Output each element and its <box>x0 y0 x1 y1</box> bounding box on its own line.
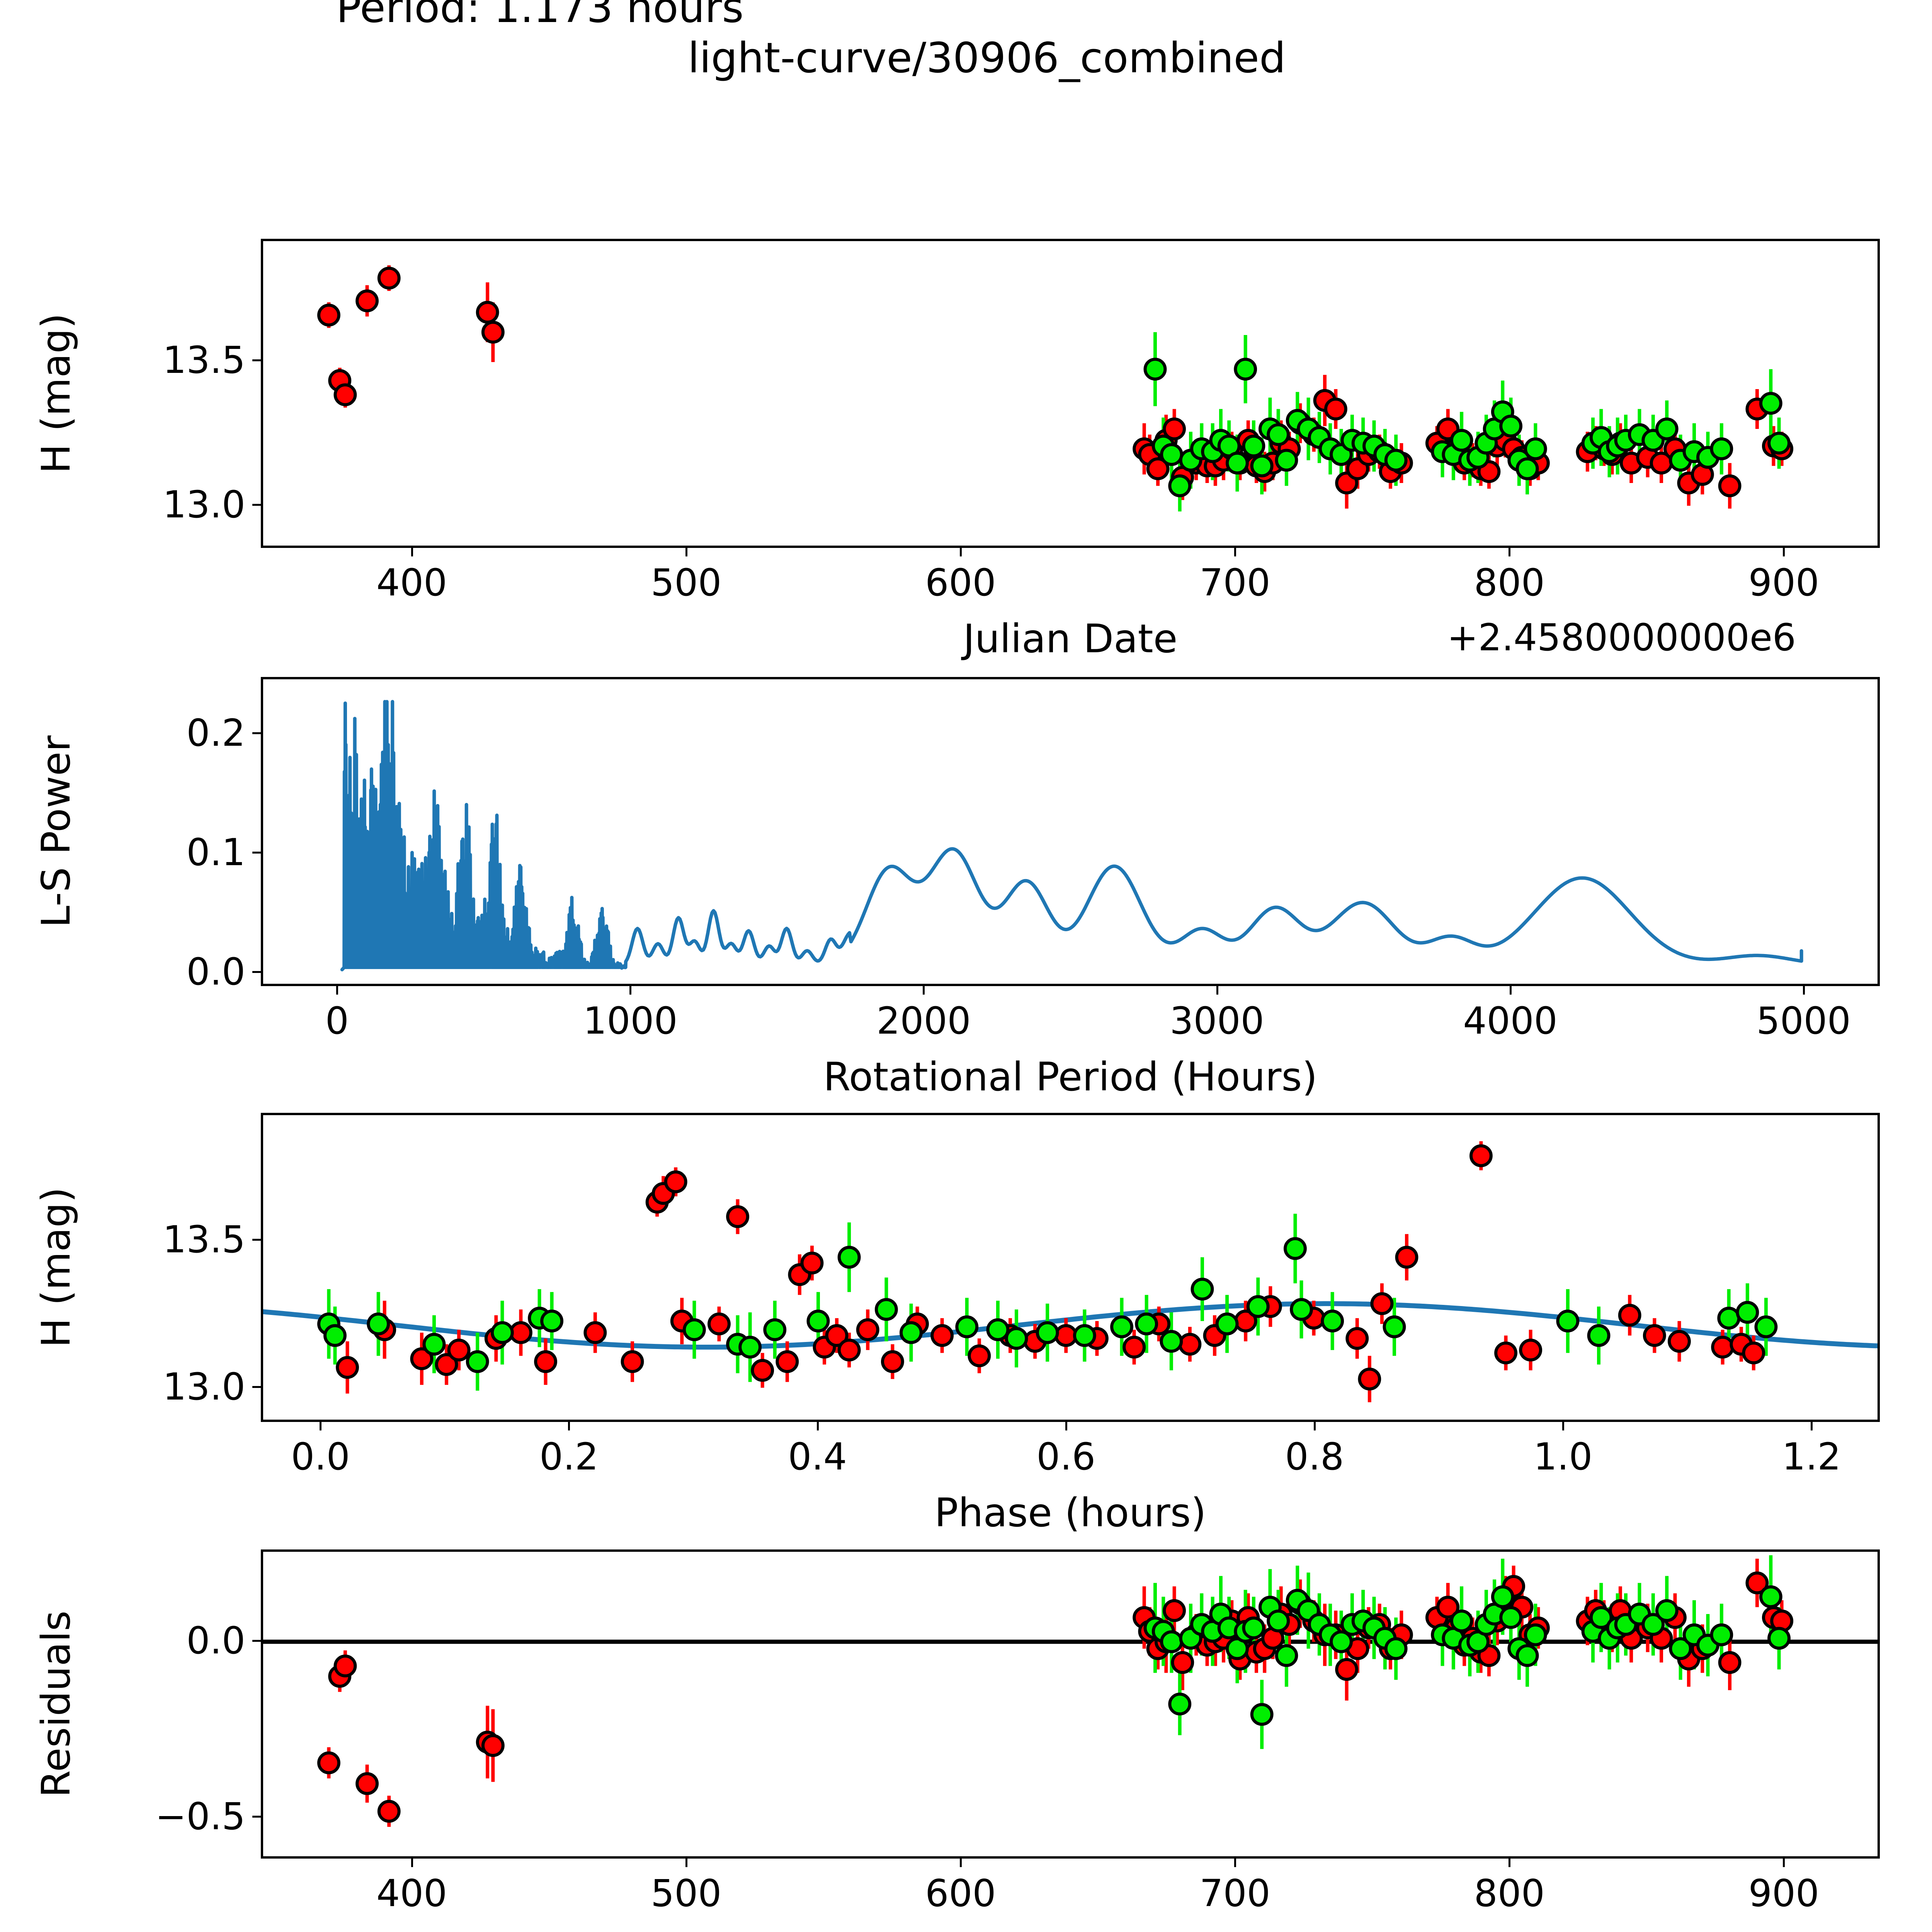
x-tick-label-periodogram-3: 3000 <box>1170 999 1264 1043</box>
x-tick-residuals-5 <box>1783 1859 1785 1867</box>
x-tick-label-residuals-0: 400 <box>376 1872 447 1915</box>
x-tick-label-phasefold-4: 0.8 <box>1285 1435 1344 1478</box>
x-tick-lightcurve-2 <box>959 548 962 556</box>
x-tick-phasefold-1 <box>568 1422 570 1430</box>
lightcurve-plot-area <box>263 241 1878 546</box>
lightcurve-data-layer <box>317 265 1794 512</box>
x-tick-residuals-2 <box>959 1859 962 1867</box>
x-tick-residuals-0 <box>411 1859 413 1867</box>
residuals-plot-area <box>263 1552 1878 1856</box>
residuals-data-layer <box>263 1555 1878 1827</box>
x-tick-lightcurve-1 <box>685 548 687 556</box>
periodogram-data-layer <box>340 700 1803 971</box>
x-tick-label-lightcurve-5: 900 <box>1748 561 1820 604</box>
y-tick-lightcurve-0 <box>252 503 261 506</box>
axis-label-x-residuals: Julian Date <box>963 1927 1178 1932</box>
x-tick-residuals-3 <box>1234 1859 1236 1867</box>
y-tick-label-phasefold-0: 13.0 <box>163 1365 245 1408</box>
x-tick-label-residuals-1: 500 <box>651 1872 722 1915</box>
axis-label-x-lightcurve: Julian Date <box>963 616 1178 662</box>
x-offset-label-lightcurve: +2.4580000000e6 <box>1447 616 1796 659</box>
x-tick-label-phasefold-2: 0.4 <box>788 1435 847 1478</box>
y-tick-residuals-0 <box>252 1815 261 1818</box>
panel-residuals <box>261 1549 1880 1859</box>
x-tick-lightcurve-4 <box>1509 548 1511 556</box>
x-tick-label-lightcurve-1: 500 <box>651 561 722 604</box>
y-tick-label-residuals-1: 0.0 <box>186 1619 245 1663</box>
axis-label-y-phasefold: H (mag) <box>33 1187 79 1348</box>
axis-label-y-residuals: Residuals <box>33 1611 79 1798</box>
y-tick-periodogram-0 <box>252 971 261 973</box>
x-tick-periodogram-0 <box>336 986 338 995</box>
x-tick-label-phasefold-0: 0.0 <box>291 1435 350 1478</box>
y-tick-residuals-1 <box>252 1640 261 1642</box>
x-tick-label-lightcurve-2: 600 <box>925 561 996 604</box>
x-tick-phasefold-6 <box>1811 1422 1813 1430</box>
x-tick-label-periodogram-2: 2000 <box>876 999 971 1043</box>
y-tick-phasefold-1 <box>252 1238 261 1241</box>
x-tick-phasefold-2 <box>816 1422 819 1430</box>
x-tick-label-phasefold-5: 1.0 <box>1533 1435 1593 1478</box>
x-tick-lightcurve-0 <box>411 548 413 556</box>
period-annotation: Period: 1.173 hours <box>336 0 744 32</box>
x-tick-periodogram-3 <box>1216 986 1218 995</box>
x-tick-periodogram-5 <box>1803 986 1805 995</box>
x-tick-residuals-1 <box>685 1859 687 1867</box>
x-tick-label-residuals-3: 700 <box>1199 1872 1270 1915</box>
phasefold-plot-area <box>263 1115 1878 1420</box>
y-tick-label-periodogram-2: 0.2 <box>186 711 245 755</box>
x-tick-label-lightcurve-0: 400 <box>376 561 447 604</box>
y-tick-phasefold-0 <box>252 1386 261 1388</box>
axis-label-y-periodogram: L-S Power <box>33 735 79 928</box>
y-tick-label-lightcurve-0: 13.0 <box>163 483 245 526</box>
x-tick-label-phasefold-3: 0.6 <box>1036 1435 1096 1478</box>
x-tick-label-residuals-5: 900 <box>1748 1872 1820 1915</box>
panel-lightcurve <box>261 239 1880 548</box>
y-tick-periodogram-2 <box>252 732 261 735</box>
x-tick-residuals-4 <box>1509 1859 1511 1867</box>
x-tick-phasefold-0 <box>320 1422 322 1430</box>
phasefold-data-layer <box>263 1141 1878 1402</box>
x-offset-label-residuals: +2.4580000000e6 <box>1447 1927 1796 1932</box>
x-tick-lightcurve-5 <box>1783 548 1785 556</box>
x-tick-phasefold-5 <box>1562 1422 1564 1430</box>
x-tick-phasefold-4 <box>1313 1422 1316 1430</box>
figure-title: light-curve/30906_combined <box>688 34 1286 82</box>
x-tick-phasefold-3 <box>1065 1422 1067 1430</box>
x-tick-label-phasefold-6: 1.2 <box>1782 1435 1841 1478</box>
x-tick-lightcurve-3 <box>1234 548 1236 556</box>
y-tick-periodogram-1 <box>252 852 261 854</box>
x-tick-periodogram-4 <box>1509 986 1512 995</box>
x-tick-periodogram-1 <box>629 986 632 995</box>
x-tick-label-residuals-2: 600 <box>925 1872 996 1915</box>
x-tick-periodogram-2 <box>923 986 925 995</box>
axis-label-x-periodogram: Rotational Period (Hours) <box>823 1054 1318 1100</box>
x-tick-label-periodogram-1: 1000 <box>583 999 678 1043</box>
x-tick-label-phasefold-1: 0.2 <box>539 1435 599 1478</box>
periodogram-plot-area <box>263 679 1878 984</box>
y-tick-label-phasefold-1: 13.5 <box>163 1218 245 1261</box>
axis-label-x-phasefold: Phase (hours) <box>934 1490 1206 1536</box>
x-tick-label-residuals-4: 800 <box>1474 1872 1545 1915</box>
y-tick-label-periodogram-1: 0.1 <box>186 831 245 874</box>
x-tick-label-lightcurve-3: 700 <box>1199 561 1270 604</box>
y-tick-label-periodogram-0: 0.0 <box>186 950 245 993</box>
y-tick-label-lightcurve-1: 13.5 <box>163 338 245 382</box>
axis-label-y-lightcurve: H (mag) <box>33 313 79 474</box>
x-tick-label-periodogram-5: 5000 <box>1756 999 1851 1043</box>
x-tick-label-periodogram-4: 4000 <box>1463 999 1558 1043</box>
x-tick-label-lightcurve-4: 800 <box>1474 561 1545 604</box>
x-tick-label-periodogram-0: 0 <box>325 999 349 1043</box>
y-tick-lightcurve-1 <box>252 359 261 362</box>
panel-periodogram <box>261 677 1880 986</box>
panel-phasefold <box>261 1113 1880 1422</box>
y-tick-label-residuals-0: −0.5 <box>155 1794 245 1838</box>
